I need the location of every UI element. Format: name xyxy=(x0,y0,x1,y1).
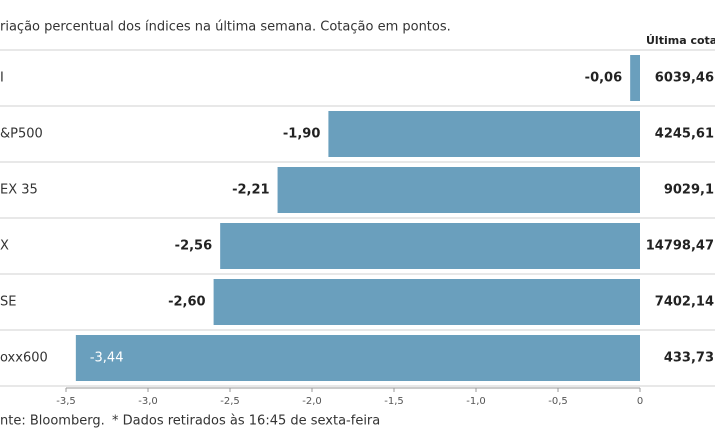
value-label: -0,06 xyxy=(585,71,622,86)
category-label: SE xyxy=(0,295,16,310)
category-label: X xyxy=(0,239,9,254)
bar xyxy=(277,167,640,213)
value-label: -3,44 xyxy=(90,351,124,366)
category-label: &P500 xyxy=(0,127,43,142)
category-label: oxx600 xyxy=(0,351,48,366)
value-label: -2,56 xyxy=(175,239,212,254)
source: nte: Bloomberg. xyxy=(0,414,105,429)
bar xyxy=(220,223,640,269)
x-tick-label: 0 xyxy=(637,396,643,407)
value-label: -2,60 xyxy=(168,295,205,310)
note: * Dados retirados às 16:45 de sexta-feir… xyxy=(112,414,380,429)
quote-value: 7402,14 xyxy=(655,295,714,310)
x-tick-label: -1,0 xyxy=(466,396,486,407)
quote-value: 9029,1 xyxy=(664,183,714,198)
x-tick-label: -0,5 xyxy=(548,396,568,407)
bar xyxy=(630,55,640,101)
x-tick-label: -2,0 xyxy=(302,396,322,407)
bar xyxy=(75,335,641,381)
chart-title: riação percentual dos índices na última … xyxy=(0,20,451,35)
quote-header: Última cotaç xyxy=(646,34,715,47)
value-label: -2,21 xyxy=(232,183,269,198)
quote-value: 14798,47 xyxy=(646,239,714,254)
category-label: EX 35 xyxy=(0,183,38,198)
bar xyxy=(328,111,640,157)
x-tick-label: -1,5 xyxy=(384,396,404,407)
x-tick-label: -3,0 xyxy=(138,396,158,407)
quote-value: 433,73 xyxy=(664,351,714,366)
quote-value: 4245,61 xyxy=(655,127,714,142)
x-tick-label: -2,5 xyxy=(220,396,240,407)
x-tick-label: -3,5 xyxy=(56,396,76,407)
quote-value: 6039,46 xyxy=(655,71,714,86)
category-label: I xyxy=(0,71,4,86)
bar xyxy=(213,279,640,325)
value-label: -1,90 xyxy=(283,127,320,142)
